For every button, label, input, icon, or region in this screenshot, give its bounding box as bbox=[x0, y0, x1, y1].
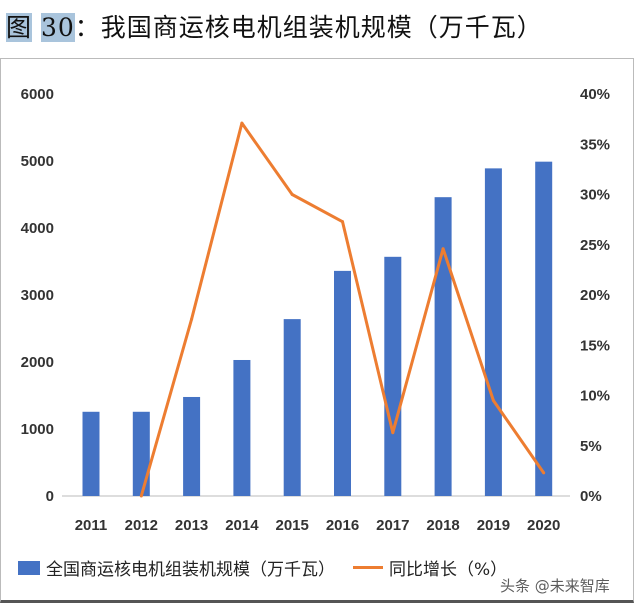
legend-line-label: 同比增长（%） bbox=[389, 560, 508, 580]
y-right-tick-label: 40% bbox=[580, 86, 610, 103]
y-right-tick-label: 10% bbox=[580, 388, 610, 405]
growth-point bbox=[139, 494, 143, 498]
x-tick-label: 2016 bbox=[326, 517, 359, 534]
chart-title: 图 30：我国商运核电机组装机规模（万千瓦） bbox=[6, 8, 543, 44]
x-tick-label: 2019 bbox=[477, 517, 510, 534]
bar bbox=[283, 319, 301, 496]
y-right-tick-label: 5% bbox=[580, 438, 602, 455]
y-right-tick-label: 35% bbox=[580, 136, 610, 153]
growth-point bbox=[341, 220, 344, 224]
chart-frame bbox=[0, 58, 634, 603]
growth-point bbox=[391, 431, 395, 435]
bar bbox=[82, 411, 100, 496]
y-left-tick-label: 4000 bbox=[21, 220, 54, 237]
y-left-tick-label: 0 bbox=[46, 488, 54, 505]
y-right-tick-label: 30% bbox=[580, 187, 610, 204]
x-tick-label: 2015 bbox=[276, 517, 309, 534]
bar bbox=[484, 168, 502, 496]
growth-point bbox=[240, 121, 244, 125]
figure-number: 30 bbox=[40, 13, 75, 42]
growth-point bbox=[190, 317, 194, 321]
y-left-tick-label: 6000 bbox=[21, 86, 54, 103]
bar bbox=[334, 270, 351, 496]
x-tick-label: 2020 bbox=[527, 517, 560, 534]
x-tick-label: 2011 bbox=[75, 517, 108, 534]
y-left-tick-label: 3000 bbox=[21, 287, 54, 304]
y-right-tick-label: 20% bbox=[580, 287, 610, 304]
bar bbox=[434, 197, 452, 496]
x-tick-label: 2018 bbox=[426, 517, 459, 534]
bar bbox=[183, 396, 201, 496]
watermark: 头条 @未来智库 bbox=[500, 577, 610, 595]
legend-line-swatch bbox=[353, 566, 383, 569]
bar bbox=[132, 411, 150, 496]
growth-point bbox=[542, 471, 546, 475]
x-tick-label: 2013 bbox=[175, 517, 208, 534]
growth-point bbox=[491, 399, 495, 403]
y-right-tick-label: 0% bbox=[580, 488, 602, 505]
bar bbox=[384, 256, 402, 496]
y-right-tick-label: 25% bbox=[580, 237, 610, 254]
growth-point bbox=[290, 193, 294, 196]
y-left-tick-label: 1000 bbox=[21, 421, 54, 438]
x-tick-label: 2017 bbox=[376, 517, 409, 534]
x-tick-label: 2012 bbox=[125, 517, 158, 534]
legend: 全国商运核电机组装机规模（万千瓦） 同比增长（%） bbox=[18, 555, 507, 580]
bar bbox=[535, 161, 553, 497]
figure-label: 图 bbox=[6, 13, 33, 42]
y-left-tick-label: 5000 bbox=[21, 153, 54, 170]
legend-bar-swatch bbox=[18, 560, 40, 575]
y-left-tick-label: 2000 bbox=[21, 354, 54, 371]
growth-point bbox=[441, 247, 445, 251]
x-tick-label: 2014 bbox=[225, 517, 259, 534]
y-right-tick-label: 15% bbox=[580, 337, 610, 354]
bar bbox=[233, 359, 251, 496]
legend-bar-label: 全国商运核电机组装机规模（万千瓦） bbox=[46, 560, 335, 580]
title-text: ：我国商运核电机组装机规模（万千瓦） bbox=[74, 13, 543, 42]
